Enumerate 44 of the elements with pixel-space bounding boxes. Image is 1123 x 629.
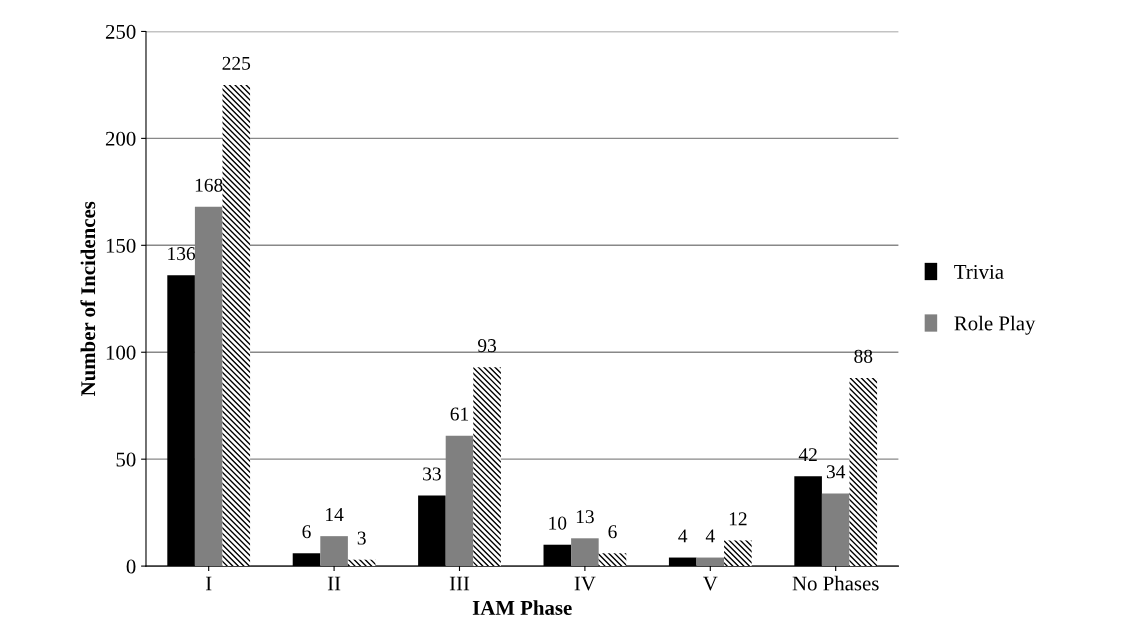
data-label: 3 (357, 531, 366, 545)
data-label: 88 (854, 349, 873, 363)
data-label: 93 (477, 339, 497, 353)
y-tick-label: 50 (116, 452, 136, 467)
bar (696, 557, 725, 567)
data-label: 4 (705, 529, 715, 543)
y-tick-label: 0 (126, 559, 136, 574)
bar (320, 536, 348, 567)
bar (821, 493, 850, 567)
x-tick-label: II (327, 576, 341, 591)
y-tick-label: 150 (106, 238, 136, 253)
x-tick-label: No Phases (792, 575, 879, 591)
legend-label: Role Play (954, 315, 1036, 335)
y-tick-label: 250 (105, 24, 136, 39)
x-axis-title: IAM Phase (472, 600, 572, 615)
data-label: 61 (450, 407, 469, 421)
bar (473, 367, 501, 567)
legend-label: Trivia (954, 264, 1004, 279)
y-tick-label: 100 (106, 345, 136, 360)
data-label: 14 (326, 508, 344, 521)
data-label: 12 (729, 512, 747, 526)
data-label: 4 (678, 529, 688, 543)
data-label: 10 (549, 516, 567, 530)
bar (598, 553, 627, 567)
bar (222, 84, 251, 567)
data-label: 136 (168, 247, 196, 261)
data-label: 168 (195, 178, 223, 192)
data-label: 6 (608, 525, 617, 539)
data-label: 225 (222, 56, 251, 70)
data-label: 42 (798, 448, 817, 462)
bar (724, 540, 752, 567)
x-tick-label: III (449, 576, 470, 591)
data-label: 34 (826, 465, 846, 479)
y-axis-title: Number of Incidences (80, 201, 96, 396)
bar (347, 559, 376, 567)
y-tick-label: 200 (105, 131, 136, 146)
x-tick-label: I (205, 576, 212, 591)
x-tick-label: V (703, 576, 718, 591)
x-tick-label: IV (574, 576, 596, 591)
data-label: 33 (423, 467, 441, 481)
bar (571, 538, 599, 567)
data-label: 6 (302, 525, 311, 539)
bar (849, 377, 878, 567)
data-label: 13 (576, 510, 594, 524)
